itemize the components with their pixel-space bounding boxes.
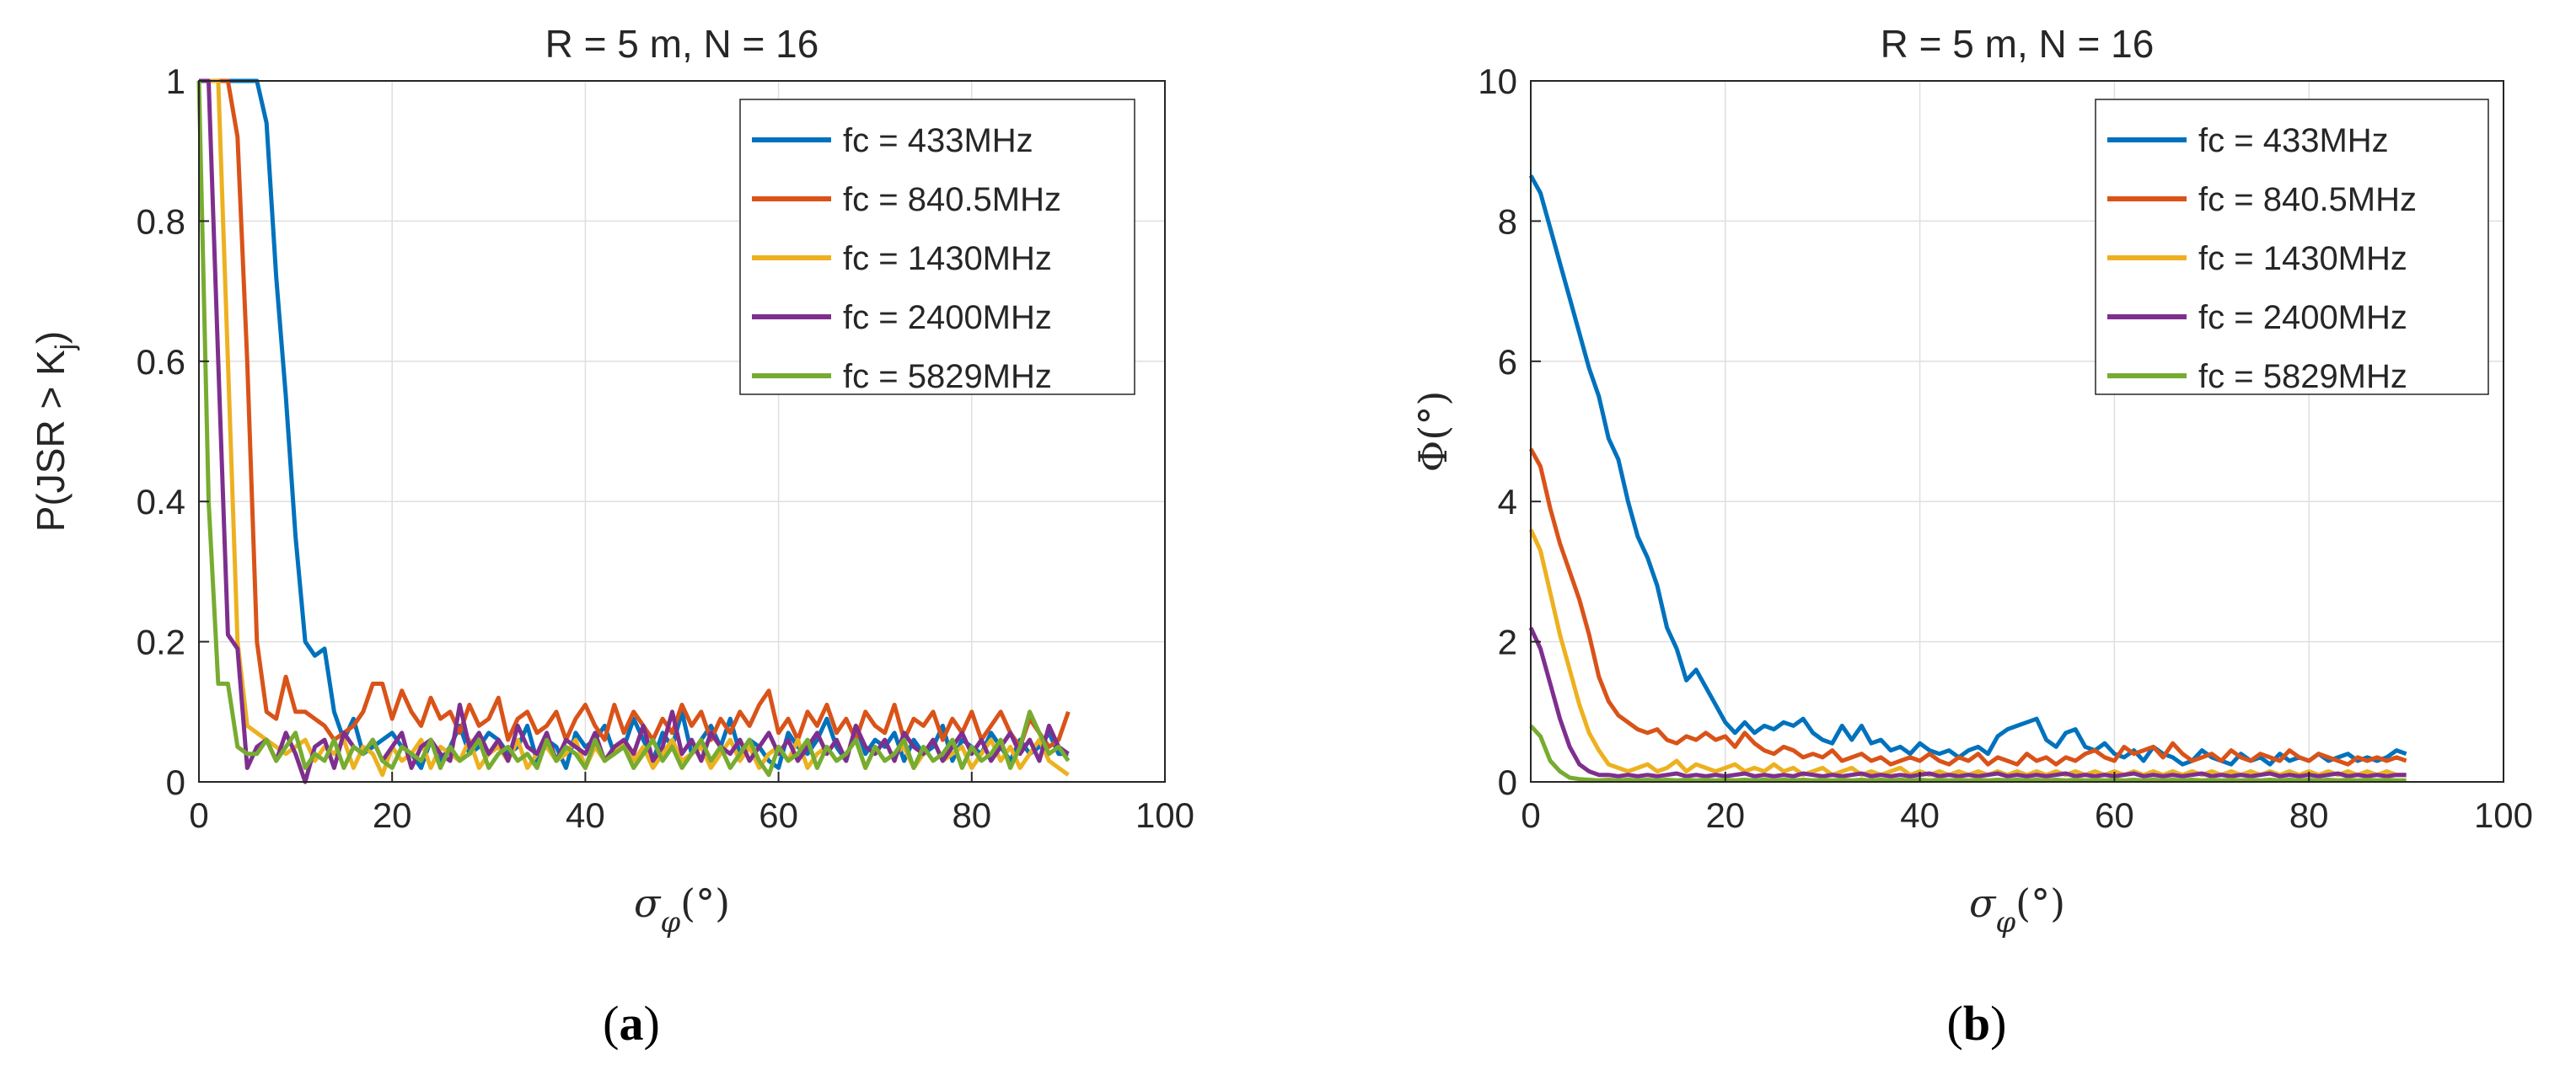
- legend-label-2: fc = 840.5MHz: [2198, 181, 2417, 218]
- legend-label-4: fc = 2400MHz: [843, 299, 1052, 336]
- x-axis-label-unit-a: (°): [680, 880, 730, 926]
- legend-label-1: fc = 433MHz: [2198, 122, 2389, 159]
- x-tick-label: 60: [759, 795, 798, 835]
- x-axis-label-symbol-b: σ: [1969, 880, 1997, 926]
- y-axis-label-symbol-b: Φ: [1410, 441, 1456, 473]
- x-tick-label: 100: [1135, 795, 1194, 835]
- legend-box-a: [739, 99, 1135, 395]
- y-tick-label: 6: [1498, 342, 1517, 382]
- series-line-5: [196, 80, 1071, 778]
- x-axis-label-b: σφ(°): [1969, 880, 2065, 939]
- x-ticks-a: 0 20 40 60 80 100: [189, 772, 1194, 835]
- series-line-4: [199, 78, 1070, 784]
- legend-label-2: fc = 840.5MHz: [843, 181, 1061, 218]
- legend-label-5: fc = 5829MHz: [2198, 358, 2407, 395]
- x-tick-label: 40: [1900, 795, 1940, 835]
- y-tick-label: 1: [166, 62, 185, 101]
- series-b: [1528, 174, 2407, 783]
- legend-b: fc = 433MHz fc = 840.5MHz fc = 1430MHz fc =…: [2095, 99, 2489, 395]
- legend-label-3: fc = 1430MHz: [2198, 240, 2407, 277]
- legend-label-1: fc = 433MHz: [843, 122, 1033, 159]
- panel-caption-open-a: (: [603, 996, 619, 1051]
- panel-caption-a: (a): [603, 996, 660, 1051]
- x-tick-label: 80: [952, 795, 991, 835]
- y-tick-label: 0.8: [137, 201, 185, 241]
- x-tick-label: 20: [373, 795, 412, 835]
- x-tick-label: 80: [2289, 795, 2329, 835]
- panel-caption-close-b: ): [1990, 996, 2006, 1051]
- panel-caption-letter-a: a: [620, 996, 644, 1051]
- x-tick-label: 40: [566, 795, 605, 835]
- y-tick-label: 10: [1478, 62, 1517, 101]
- axes-box-b: [1530, 80, 2504, 783]
- panel-caption-b: (b): [1947, 996, 2007, 1051]
- panel-caption-close-a: ): [644, 996, 660, 1051]
- y-tick-label: 4: [1498, 482, 1517, 522]
- series-line-4: [1528, 626, 2407, 779]
- y-axis-label-main-a: P(JSR > K: [29, 350, 72, 532]
- x-tick-label: 100: [2474, 795, 2533, 835]
- panel-caption-open-b: (: [1947, 996, 1963, 1051]
- axes-box-a: [198, 80, 1166, 783]
- series-line-5: [1529, 724, 2407, 783]
- y-tick-label: 0: [166, 763, 185, 802]
- y-tick-label: 0.6: [137, 342, 185, 382]
- x-axis-label-subscript-b: φ: [1995, 906, 2015, 939]
- x-tick-label: 0: [189, 795, 208, 835]
- panel-caption-letter-b: b: [1963, 996, 1990, 1051]
- y-tick-label: 0.4: [137, 482, 185, 522]
- y-axis-label-unit-b: (°): [1410, 391, 1456, 441]
- y-ticks-a: 0 0.2 0.4 0.6 0.8 1: [137, 62, 209, 802]
- chart-title-b: R = 5 m, N = 16: [1881, 22, 2155, 66]
- y-axis-label-a: P(JSR > Kj): [29, 331, 80, 532]
- y-axis-label-close-a: ): [29, 331, 72, 344]
- y-ticks-b: 0 2 4 6 8 10: [1478, 62, 1541, 802]
- x-tick-label: 20: [1705, 795, 1745, 835]
- x-tick-label: 0: [1521, 795, 1540, 835]
- series-line-1: [1528, 174, 2407, 767]
- series-a: [196, 78, 1071, 784]
- y-axis-label-b: Φ(°): [1410, 391, 1456, 473]
- x-axis-label-subscript-a: φ: [660, 906, 680, 939]
- x-ticks-b: 0 20 40 60 80 100: [1521, 772, 2533, 835]
- x-axis-label-unit-b: (°): [2015, 880, 2065, 926]
- y-axis-label-sub-a: j: [50, 344, 80, 351]
- legend-label-4: fc = 2400MHz: [2198, 299, 2407, 336]
- series-line-2: [1528, 447, 2407, 767]
- legend-box-b: [2095, 99, 2489, 395]
- x-tick-label: 60: [2095, 795, 2134, 835]
- legend-a: fc = 433MHz fc = 840.5MHz fc = 1430MHz fc =…: [739, 99, 1135, 395]
- chart-title-a: R = 5 m, N = 16: [545, 22, 819, 66]
- x-axis-label-symbol-a: σ: [634, 880, 662, 926]
- legend-label-3: fc = 1430MHz: [843, 240, 1052, 277]
- y-tick-label: 2: [1498, 623, 1517, 662]
- y-tick-label: 8: [1498, 201, 1517, 241]
- y-tick-label: 0: [1498, 763, 1517, 802]
- x-axis-label-a: σφ(°): [634, 880, 730, 939]
- legend-label-5: fc = 5829MHz: [843, 358, 1052, 395]
- y-tick-label: 0.2: [137, 623, 185, 662]
- panel-a: 0 20 40 60 80 100 0 0.2 0.4 0.6 0.8 1 R = 5 m, N =…: [29, 22, 1194, 1051]
